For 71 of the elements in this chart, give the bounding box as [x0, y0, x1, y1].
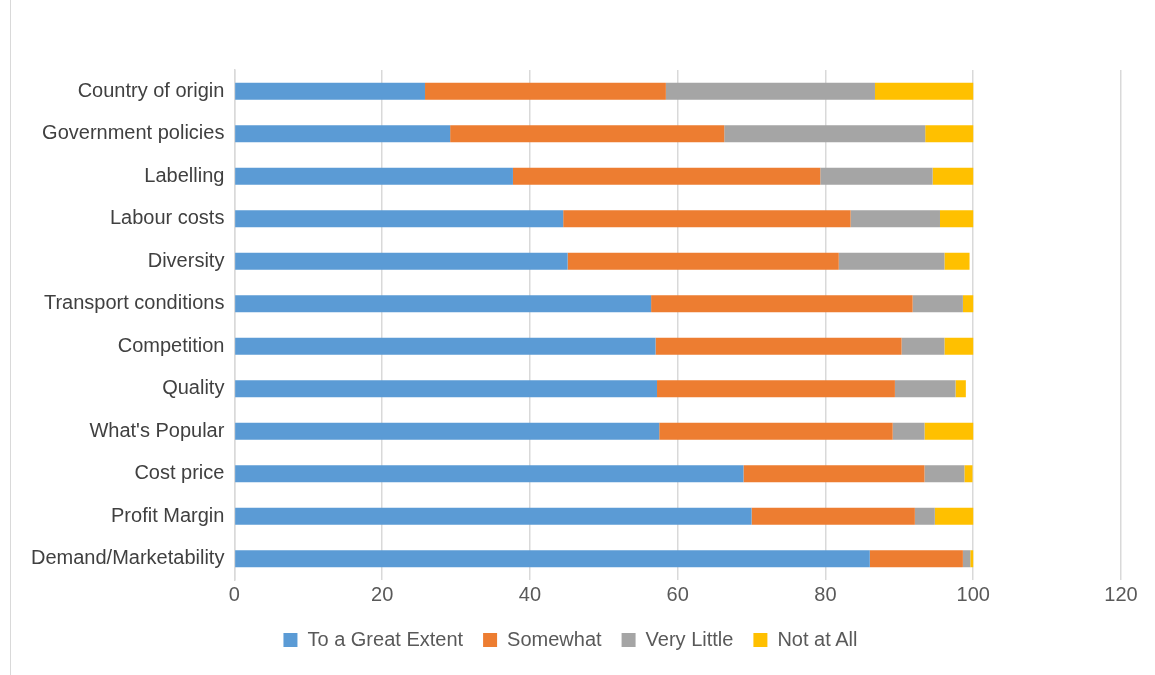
bar: [820, 167, 933, 185]
bar: [939, 210, 974, 228]
bar: [962, 550, 971, 568]
y-tick-label: Demand/Marketability: [30, 546, 225, 569]
y-tick-label: Profit Margin: [111, 503, 225, 526]
bar: [235, 465, 744, 483]
bar: [914, 507, 935, 525]
bar: [235, 295, 652, 313]
bar: [925, 125, 974, 143]
bar: [944, 337, 974, 355]
bar: [838, 252, 945, 270]
y-tick-label: Transport conditions: [43, 291, 225, 314]
bar: [924, 465, 965, 483]
y-tick-label: Quality: [162, 376, 225, 399]
legend-label: Very Little: [645, 627, 734, 650]
bar: [655, 337, 902, 355]
x-tick-label: 20: [371, 582, 394, 605]
bar: [235, 252, 568, 270]
bar: [944, 252, 970, 270]
y-tick-label: Country of origin: [77, 78, 225, 101]
y-tick-label: Government policies: [42, 121, 225, 144]
bar: [924, 422, 974, 440]
bar: [235, 167, 513, 185]
x-tick-label: 80: [814, 582, 837, 605]
bar: [932, 167, 974, 185]
bar: [901, 337, 945, 355]
y-tick-label: Labour costs: [109, 206, 225, 229]
x-tick-label: 60: [666, 582, 689, 605]
bar: [657, 380, 895, 398]
bar: [912, 295, 963, 313]
legend-label: Somewhat: [507, 627, 603, 650]
legend-label: To a Great Extent: [307, 627, 464, 650]
bar: [962, 295, 974, 313]
bar: [235, 550, 870, 568]
x-tick-label: 40: [518, 582, 542, 605]
bar: [235, 337, 656, 355]
bar: [235, 82, 426, 100]
bar: [892, 422, 925, 440]
y-tick-label: What's Popular: [89, 418, 225, 441]
y-tick-label: Cost price: [134, 461, 225, 484]
y-tick-label: Labelling: [144, 163, 225, 186]
bar: [235, 422, 660, 440]
bar: [934, 507, 974, 525]
bar: [425, 82, 666, 100]
bar: [970, 550, 974, 568]
bar: [955, 380, 966, 398]
bar: [964, 465, 973, 483]
bar: [874, 82, 974, 100]
bar: [850, 210, 940, 228]
x-tick-label: 0: [228, 582, 240, 605]
bar: [751, 507, 915, 525]
bar: [869, 550, 963, 568]
bar: [563, 210, 851, 228]
bar: [659, 422, 893, 440]
x-tick-label: 100: [956, 582, 990, 605]
x-tick-label: 120: [1104, 582, 1138, 605]
bar: [743, 465, 925, 483]
bar: [235, 380, 658, 398]
bar: [651, 295, 913, 313]
bar: [235, 507, 752, 525]
legend-label: Not at All: [777, 627, 858, 650]
bar: [512, 167, 821, 185]
y-tick-label: Competition: [117, 333, 225, 356]
y-tick-label: Diversity: [147, 248, 225, 271]
bar: [450, 125, 725, 143]
bar: [724, 125, 926, 143]
bar: [235, 210, 564, 228]
bar: [665, 82, 875, 100]
bar: [235, 125, 451, 143]
bar: [894, 380, 956, 398]
bar: [567, 252, 839, 270]
